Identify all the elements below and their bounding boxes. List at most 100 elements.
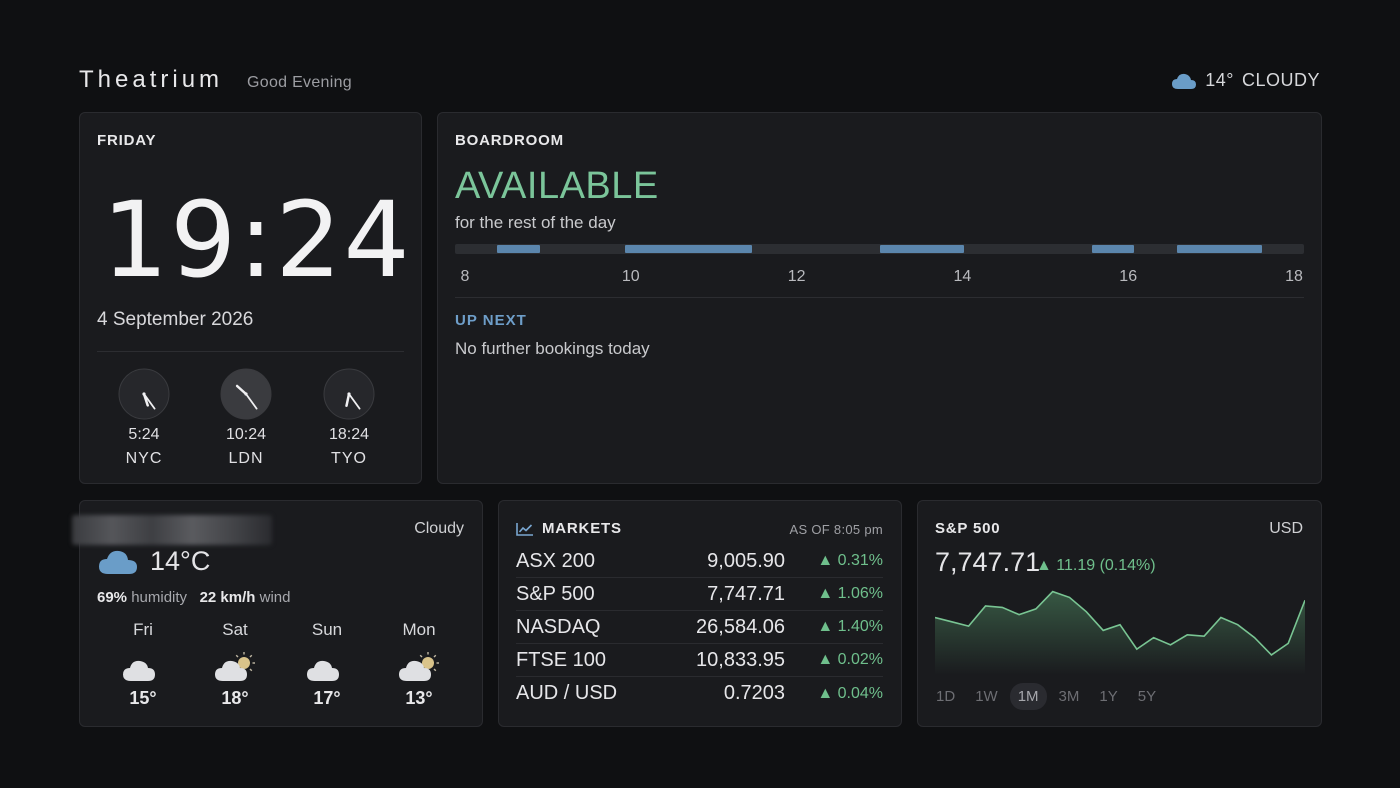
market-name: NASDAQ (516, 615, 601, 638)
range-1y-button[interactable]: 1Y (1099, 688, 1118, 705)
cloud-icon (123, 660, 155, 681)
range-5y-button[interactable]: 5Y (1137, 688, 1157, 705)
market-name: ASX 200 (516, 549, 595, 572)
day-label: FRIDAY (97, 132, 157, 149)
range-1m-button[interactable]: 1M (1009, 683, 1047, 710)
location-redacted (72, 515, 272, 545)
header-weather-temp: 14° (1205, 70, 1234, 90)
sp500-panel: S&P 500 USD 7,747.71 ▲ 11.19 (0.14%) 1D 1… (917, 500, 1322, 727)
world-clock-time: 5:24 (128, 426, 160, 443)
room-status: AVAILABLE (455, 165, 659, 207)
humidity-label: humidity (131, 589, 188, 606)
up-next-label: UP NEXT (455, 312, 527, 329)
forecast-day: Mon 13° (384, 620, 454, 709)
world-clock-time: 18:24 (328, 426, 370, 443)
booking-block[interactable] (1176, 245, 1262, 253)
current-date: 4 September 2026 (97, 309, 254, 330)
room-status-subtitle: for the rest of the day (455, 213, 616, 232)
market-row[interactable]: FTSE 100 10,833.95 ▲ 0.02% (516, 644, 883, 677)
forecast-temp: 18° (221, 688, 249, 708)
weather-panel: Cloudy 14°C 69% humidity 22 km/h wind Fr… (72, 500, 483, 727)
booking-timeline (455, 244, 1304, 254)
cloud-icon (307, 660, 339, 681)
greeting-text: Good Evening (247, 74, 353, 91)
market-row[interactable]: NASDAQ 26,584.06 ▲ 1.40% (516, 611, 883, 644)
forecast-day: Fri 15° (108, 620, 178, 709)
range-selector: 1D 1W 1M 3M 1Y 5Y (928, 683, 1164, 710)
timeline-tick-label: 14 (953, 268, 972, 285)
markets-as-of: AS OF 8:05 pm (789, 522, 883, 537)
cloud-icon (99, 550, 137, 574)
timeline-tick-label: 18 (1285, 268, 1303, 285)
forecast-temp: 17° (313, 688, 341, 708)
market-change: ▲ 0.04% (817, 684, 883, 702)
divider (455, 297, 1304, 298)
weather-stats: 69% humidity 22 km/h wind (97, 589, 290, 606)
world-clock-tyo: 18:24 TYO (309, 368, 389, 468)
analog-clock-icon (220, 368, 272, 420)
range-1d-button[interactable]: 1D (936, 688, 956, 705)
wind-value: 22 km/h (199, 589, 256, 606)
up-next-text: No further bookings today (455, 339, 650, 358)
analog-clock-icon (118, 368, 170, 420)
market-row[interactable]: ASX 200 9,005.90 ▲ 0.31% (516, 545, 883, 578)
market-name: AUD / USD (516, 682, 618, 704)
range-3m-button[interactable]: 3M (1058, 688, 1080, 705)
analog-clock-icon (323, 368, 375, 420)
world-clock-city: TYO (331, 450, 367, 467)
market-change: ▲ 1.40% (817, 618, 883, 635)
forecast-day-name: Mon (402, 620, 436, 639)
market-value: 10,833.95 (696, 648, 785, 671)
timeline-tick-label: 8 (460, 268, 470, 285)
market-name: S&P 500 (516, 582, 595, 605)
partly-cloudy-icon (399, 652, 439, 681)
weather-temp: 14°C (150, 546, 211, 576)
forecast-day: Sat 18° (200, 620, 270, 709)
timeline-tick-label: 12 (787, 268, 806, 285)
weather-condition: Cloudy (414, 520, 464, 537)
chart-line (935, 590, 1305, 656)
sp500-currency: USD (1269, 520, 1303, 537)
markets-title: MARKETS (542, 520, 622, 537)
trend-chart-icon (516, 522, 533, 536)
sp500-chart (935, 590, 1305, 675)
header-weather-condition: CLOUDY (1241, 70, 1320, 90)
markets-panel: MARKETS AS OF 8:05 pm ASX 200 9,005.90 ▲ 0… (498, 500, 902, 727)
market-change: ▲ 1.06% (817, 585, 883, 602)
forecast-temp: 13° (405, 688, 433, 708)
forecast-day: Sun 17° (292, 620, 362, 709)
cloud-icon (1172, 73, 1197, 89)
current-time: 19:24 (102, 179, 412, 301)
timeline-tick-label: 16 (1119, 268, 1138, 285)
app-brand: Theatrium (79, 66, 224, 93)
range-1w-button[interactable]: 1W (975, 688, 998, 705)
market-row[interactable]: S&P 500 7,747.71 ▲ 1.06% (516, 578, 883, 611)
room-name: BOARDROOM (455, 132, 564, 149)
forecast-day-name: Sat (222, 620, 248, 639)
sp500-change: ▲ 11.19 (0.14%) (1036, 557, 1156, 574)
divider (97, 351, 404, 352)
market-change: ▲ 0.02% (817, 651, 883, 668)
forecast-day-name: Fri (133, 620, 153, 639)
wind-label: wind (259, 589, 291, 606)
world-clock-city: LDN (228, 450, 264, 467)
markets-header: MARKETS (516, 520, 622, 537)
market-value: 9,005.90 (707, 549, 785, 572)
header-weather: 14° CLOUDY (1171, 70, 1320, 91)
market-change: ▲ 0.31% (817, 552, 883, 569)
market-value: 0.7203 (723, 682, 785, 704)
partly-cloudy-icon (215, 652, 255, 681)
booking-block[interactable] (497, 245, 540, 253)
boardroom-panel: BOARDROOM AVAILABLE for the rest of the … (437, 112, 1322, 484)
world-clock-nyc: 5:24 NYC (104, 368, 184, 468)
booking-block[interactable] (879, 245, 965, 253)
market-name: FTSE 100 (516, 648, 607, 671)
forecast-day-name: Sun (311, 620, 343, 639)
forecast-temp: 15° (129, 688, 157, 708)
world-clock-city: NYC (125, 450, 163, 467)
market-value: 7,747.71 (707, 582, 785, 605)
market-row[interactable]: AUD / USD 0.7203 ▲ 0.04% (516, 677, 883, 710)
booking-block[interactable] (1091, 245, 1135, 253)
market-value: 26,584.06 (696, 615, 785, 638)
booking-block[interactable] (624, 245, 753, 253)
